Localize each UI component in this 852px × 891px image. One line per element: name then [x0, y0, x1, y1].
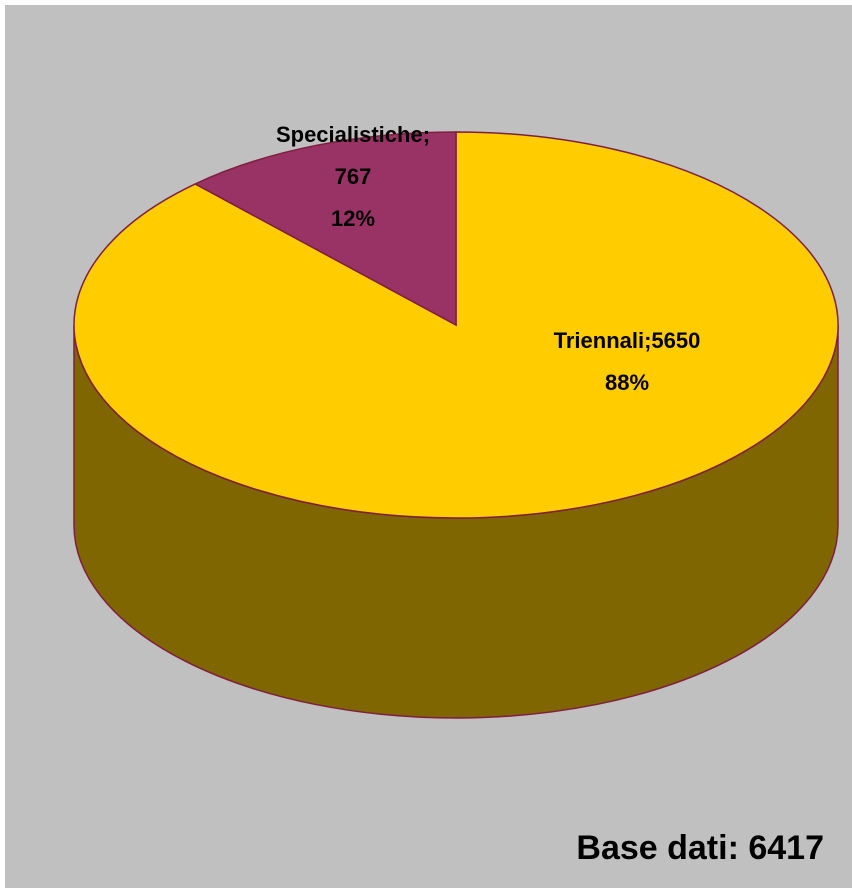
slice-label-line: 88%: [605, 370, 649, 395]
pie-chart: Triennali;5650 88% Specialistiche; 767 12%: [73, 122, 839, 719]
slice-label-line: Triennali;5650: [554, 328, 701, 353]
slice-label-line: 12%: [331, 206, 375, 231]
slice-label-line: 767: [335, 164, 372, 189]
chart-area: Triennali;5650 88% Specialistiche; 767 12% B…: [5, 5, 852, 888]
pie-slice-1: [193, 131, 457, 327]
base-note: Base dati: 6417: [576, 829, 824, 867]
slice-label-0: Triennali;5650 88%: [554, 328, 701, 395]
slice-label-1: Specialistiche; 767 12%: [276, 122, 430, 231]
slice-label-line: Specialistiche;: [276, 122, 430, 147]
